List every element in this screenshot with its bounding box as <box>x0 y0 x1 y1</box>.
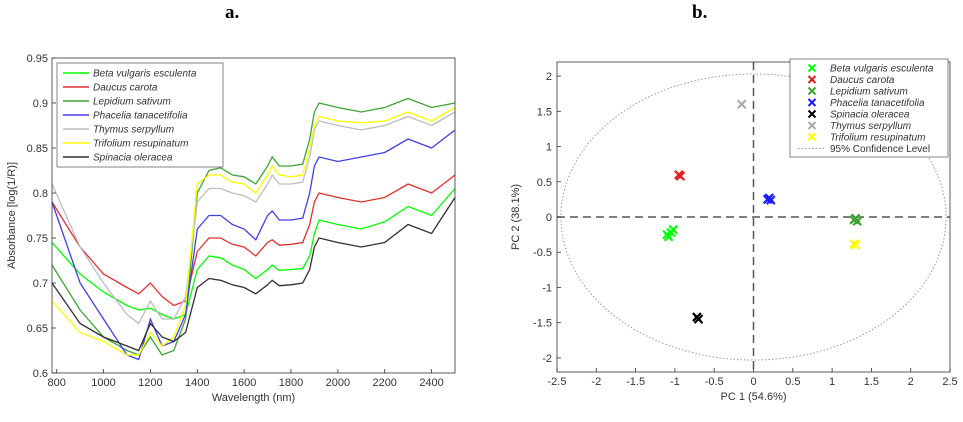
x-axis-label: PC 1 (54.6%) <box>720 391 786 403</box>
x-tick-label: 1.5 <box>864 376 879 388</box>
x-tick-label: 1200 <box>138 377 162 389</box>
spectrum-line-6 <box>51 106 456 356</box>
legend-label: Lepidium sativum <box>830 87 908 98</box>
y-axis-label: Absorbance [log(1/R)] <box>6 162 18 269</box>
legend-marker <box>807 132 817 142</box>
x-tick-label: 1000 <box>91 377 115 389</box>
legend-label: Thymus serpyllum <box>93 125 174 136</box>
y-tick-label: -1 <box>542 282 552 294</box>
x-tick-label: 1400 <box>185 377 209 389</box>
y-tick-label: 0.95 <box>27 53 48 65</box>
x-tick-label: 1 <box>829 376 835 388</box>
legend-marker <box>807 98 817 107</box>
spectra-plot <box>51 57 456 374</box>
legend-label: Trifolium resupinatum <box>93 139 188 150</box>
x-tick-label: 2000 <box>326 377 350 389</box>
x-tick-label: -2 <box>591 376 601 388</box>
x-tick-label: 1600 <box>232 377 256 389</box>
x-tick-label: 0.5 <box>785 376 800 388</box>
y-tick-label: -1.5 <box>533 318 552 330</box>
legend-label: Beta vulgaris esculenta <box>830 64 934 75</box>
y-axis-label: PC 2 (38.1%) <box>510 184 522 250</box>
x-tick-label: 2400 <box>419 377 443 389</box>
x-tick-label: -1.5 <box>626 376 645 388</box>
legend-label: Thymus serpyllum <box>830 121 911 132</box>
y-tick-label: 1.5 <box>537 106 552 118</box>
legend-label: Beta vulgaris esculenta <box>93 69 197 80</box>
legend-label: Spinacia oleracea <box>830 110 910 121</box>
x-tick-label: -0.5 <box>705 376 724 388</box>
pca-plot <box>556 58 951 373</box>
x-tick-label: 2 <box>908 376 914 388</box>
spectrum-line-7 <box>51 197 456 352</box>
y-tick-label: 0.5 <box>537 177 552 189</box>
x-tick-label: 800 <box>48 377 66 389</box>
panel-b-label: b. <box>692 2 708 23</box>
y-tick-label: -2 <box>542 353 552 365</box>
y-tick-label: 0.65 <box>27 323 48 335</box>
y-tick-label: 0.85 <box>27 143 48 155</box>
legend-label: Phacelia tanacetifolia <box>830 98 925 109</box>
y-tick-label: 1 <box>546 142 552 154</box>
score-point-7 <box>849 238 859 249</box>
legend-label: 95% Confidence Level <box>830 144 930 155</box>
score-point-3 <box>849 215 859 225</box>
spectra-plot-frame <box>51 57 456 374</box>
spectrum-line-5 <box>51 111 456 325</box>
y-tick-label: 0.8 <box>33 188 48 200</box>
score-point-4 <box>762 194 773 205</box>
x-tick-label: -2.5 <box>548 376 567 388</box>
x-tick-label: 2200 <box>372 377 396 389</box>
y-tick-label: 2 <box>546 71 552 83</box>
x-tick-label: -1 <box>670 376 680 388</box>
pca-legend <box>789 58 949 158</box>
legend-marker <box>807 63 817 73</box>
y-tick-label: 0.6 <box>33 368 48 380</box>
legend-label: Lepidium sativum <box>93 97 171 108</box>
y-tick-label: 0 <box>546 212 552 224</box>
x-axis-label: Wavelength (nm) <box>212 392 295 404</box>
legend-marker <box>807 86 817 96</box>
legend-marker <box>807 75 817 84</box>
y-tick-label: 0.9 <box>33 98 48 110</box>
spectrum-line-3 <box>51 97 456 356</box>
x-tick-label: 2.5 <box>942 376 957 388</box>
legend-label: Trifolium resupinatum <box>830 133 925 144</box>
legend-marker <box>807 121 817 130</box>
score-point-6 <box>736 99 747 110</box>
x-tick-label: 0 <box>750 376 756 388</box>
legend-marker <box>807 109 817 119</box>
score-point-1 <box>662 229 672 240</box>
panel-a-label: a. <box>225 2 240 23</box>
x-tick-label: 1800 <box>279 377 303 389</box>
legend-label: Daucus carota <box>830 75 895 86</box>
y-tick-label: -0.5 <box>533 247 552 259</box>
spectrum-line-2 <box>51 174 456 307</box>
y-tick-label: 0.75 <box>27 233 48 245</box>
legend-label: Phacelia tanacetifolia <box>93 111 188 122</box>
legend-label: Daucus carota <box>93 83 158 94</box>
score-point-2 <box>675 171 686 181</box>
y-tick-label: 0.7 <box>33 278 48 290</box>
legend-label: Spinacia oleracea <box>93 153 173 164</box>
score-point-5 <box>693 314 704 324</box>
